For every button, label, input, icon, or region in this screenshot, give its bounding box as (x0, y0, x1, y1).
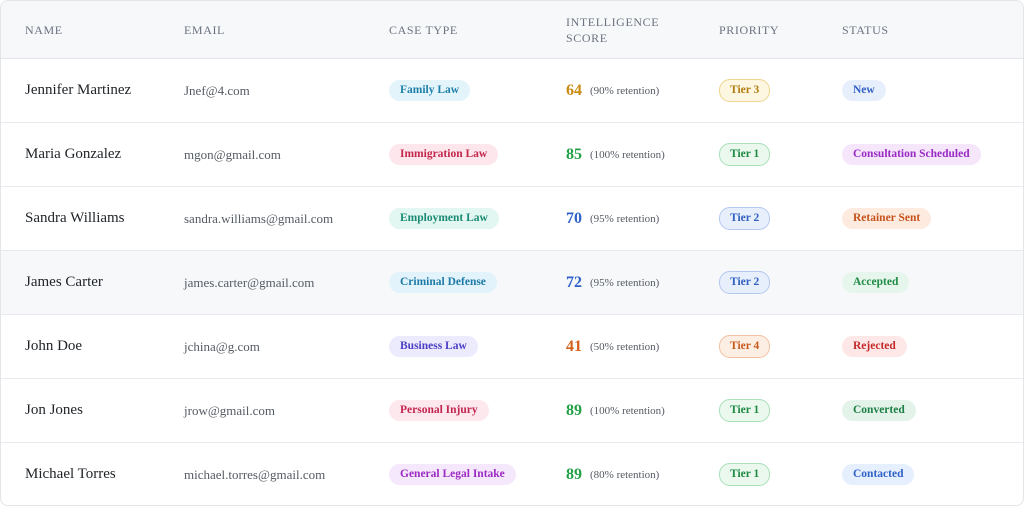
status-badge: Consultation Scheduled (842, 144, 981, 165)
lead-name: Michael Torres (25, 466, 116, 482)
lead-email: mgon@gmail.com (184, 146, 281, 162)
priority-badge: Tier 1 (719, 143, 771, 166)
lead-email: sandra.williams@gmail.com (184, 210, 334, 226)
column-header-name[interactable]: NAME (25, 22, 63, 37)
retention-rate: (95% retention) (590, 212, 660, 225)
status-badge: Converted (842, 400, 916, 421)
table-row[interactable]: Jennifer Martinez Jnef@4.com Family Law … (1, 59, 1023, 123)
lead-name: John Doe (25, 338, 83, 354)
priority-badge: Tier 1 (719, 399, 771, 422)
lead-name: James Carter (25, 274, 103, 290)
table-body: Jennifer Martinez Jnef@4.com Family Law … (1, 59, 1023, 505)
table-row[interactable]: James Carter james.carter@gmail.com Crim… (1, 251, 1023, 315)
status-badge: Rejected (842, 336, 907, 357)
column-header-intelligence-score[interactable]: INTELLIGENCE SCORE (566, 14, 660, 45)
lead-email: michael.torres@gmail.com (184, 466, 326, 482)
column-header-email[interactable]: EMAIL (184, 22, 225, 37)
case-type-badge: Family Law (389, 80, 471, 101)
intelligence-score-value: 85 (566, 145, 582, 163)
case-type-badge: Employment Law (389, 208, 499, 229)
table-row[interactable]: John Doe jchina@g.com Business Law 41 (5… (1, 315, 1023, 379)
intelligence-score-value: 41 (566, 337, 582, 355)
table-row[interactable]: Sandra Williams sandra.williams@gmail.co… (1, 187, 1023, 251)
lead-email: james.carter@gmail.com (184, 274, 315, 290)
case-type-badge: General Legal Intake (389, 464, 516, 485)
retention-rate: (50% retention) (590, 340, 660, 353)
priority-badge: Tier 3 (719, 79, 771, 102)
column-header-priority[interactable]: PRIORITY (719, 22, 780, 37)
intelligence-score-value: 72 (566, 273, 582, 291)
status-badge: New (842, 80, 886, 101)
intelligence-score-value: 89 (566, 465, 582, 483)
table-row[interactable]: Michael Torres michael.torres@gmail.com … (1, 443, 1023, 505)
table-row[interactable]: Jon Jones jrow@gmail.com Personal Injury… (1, 379, 1023, 443)
lead-name: Sandra Williams (25, 210, 125, 226)
lead-name: Jennifer Martinez (25, 82, 132, 98)
retention-rate: (80% retention) (590, 468, 660, 481)
column-header-case-type[interactable]: CASE TYPE (389, 22, 458, 37)
priority-badge: Tier 2 (719, 271, 771, 294)
case-type-badge: Business Law (389, 336, 478, 357)
retention-rate: (95% retention) (590, 276, 660, 289)
lead-name: Maria Gonzalez (25, 146, 122, 162)
retention-rate: (100% retention) (590, 404, 665, 417)
lead-email: jrow@gmail.com (184, 402, 276, 418)
table-row[interactable]: Maria Gonzalez mgon@gmail.com Immigratio… (1, 123, 1023, 187)
lead-name: Jon Jones (25, 402, 83, 418)
lead-email: Jnef@4.com (184, 82, 250, 98)
priority-badge: Tier 2 (719, 207, 771, 230)
retention-rate: (100% retention) (590, 148, 665, 161)
intelligence-score-value: 70 (566, 209, 582, 227)
status-badge: Accepted (842, 272, 910, 293)
lead-email: jchina@g.com (184, 338, 260, 354)
column-header-status[interactable]: STATUS (842, 22, 889, 37)
priority-badge: Tier 1 (719, 463, 771, 486)
status-badge: Retainer Sent (842, 208, 932, 229)
case-type-badge: Immigration Law (389, 144, 499, 165)
retention-rate: (90% retention) (590, 84, 660, 97)
intelligence-score-value: 89 (566, 401, 582, 419)
case-type-badge: Criminal Defense (389, 272, 497, 293)
intelligence-score-value: 64 (566, 81, 582, 99)
table-header: NAME EMAIL CASE TYPE INTELLIGENCE SCORE … (1, 1, 1023, 59)
priority-badge: Tier 4 (719, 335, 771, 358)
status-badge: Contacted (842, 464, 915, 485)
case-type-badge: Personal Injury (389, 400, 489, 421)
